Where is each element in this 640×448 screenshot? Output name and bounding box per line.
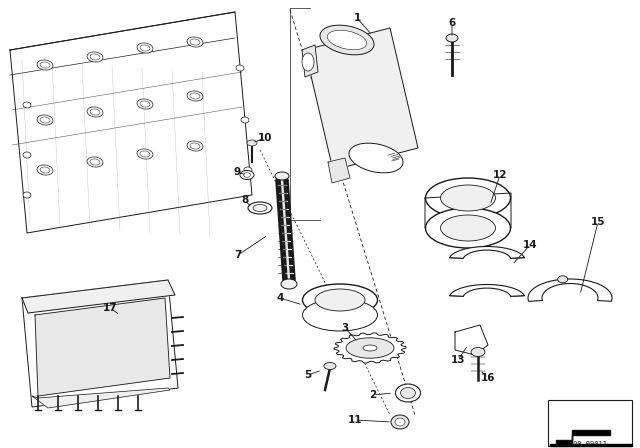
- Ellipse shape: [137, 149, 153, 159]
- Polygon shape: [334, 333, 406, 363]
- Ellipse shape: [23, 152, 31, 158]
- Polygon shape: [22, 280, 175, 313]
- Ellipse shape: [23, 102, 31, 108]
- Polygon shape: [550, 444, 632, 446]
- Ellipse shape: [557, 276, 568, 283]
- Polygon shape: [22, 280, 178, 407]
- Text: 11: 11: [348, 415, 362, 425]
- Ellipse shape: [327, 30, 367, 50]
- Ellipse shape: [315, 289, 365, 311]
- Polygon shape: [10, 12, 252, 233]
- Ellipse shape: [346, 338, 394, 358]
- Polygon shape: [449, 246, 524, 258]
- Ellipse shape: [324, 362, 336, 370]
- Text: 17: 17: [102, 303, 117, 313]
- Polygon shape: [425, 198, 455, 228]
- Polygon shape: [35, 298, 170, 396]
- Ellipse shape: [247, 140, 257, 146]
- Ellipse shape: [253, 204, 267, 211]
- Ellipse shape: [137, 43, 153, 53]
- Ellipse shape: [440, 185, 495, 211]
- Ellipse shape: [187, 91, 203, 101]
- Ellipse shape: [426, 208, 511, 248]
- Text: 8: 8: [241, 195, 248, 205]
- Ellipse shape: [137, 99, 153, 109]
- Ellipse shape: [396, 384, 420, 402]
- Ellipse shape: [401, 388, 415, 399]
- Ellipse shape: [363, 345, 377, 351]
- Text: 5: 5: [305, 370, 312, 380]
- Ellipse shape: [37, 115, 53, 125]
- Polygon shape: [455, 325, 488, 355]
- Ellipse shape: [320, 25, 374, 55]
- Ellipse shape: [37, 165, 53, 175]
- Text: 1: 1: [353, 13, 360, 23]
- Polygon shape: [481, 193, 511, 223]
- Text: 15: 15: [591, 217, 605, 227]
- Ellipse shape: [23, 192, 31, 198]
- Ellipse shape: [281, 279, 297, 289]
- Polygon shape: [425, 193, 511, 228]
- Polygon shape: [528, 279, 612, 302]
- Text: 16: 16: [481, 373, 495, 383]
- Ellipse shape: [187, 37, 203, 47]
- Ellipse shape: [87, 157, 103, 167]
- Ellipse shape: [87, 107, 103, 117]
- Text: 2: 2: [369, 390, 376, 400]
- Ellipse shape: [275, 172, 289, 180]
- Polygon shape: [556, 430, 610, 445]
- Ellipse shape: [302, 53, 314, 71]
- Text: 6: 6: [449, 18, 456, 28]
- Text: 14: 14: [523, 240, 538, 250]
- Polygon shape: [328, 158, 350, 183]
- Ellipse shape: [248, 202, 272, 214]
- Bar: [548, 400, 632, 446]
- Ellipse shape: [426, 178, 511, 218]
- Ellipse shape: [241, 117, 249, 123]
- Polygon shape: [32, 388, 170, 408]
- Text: 00 09011: 00 09011: [573, 441, 607, 447]
- Ellipse shape: [440, 215, 495, 241]
- Ellipse shape: [87, 52, 103, 62]
- Ellipse shape: [391, 415, 409, 429]
- Ellipse shape: [446, 34, 458, 42]
- Ellipse shape: [236, 65, 244, 71]
- Text: 3: 3: [341, 323, 349, 333]
- Text: 9: 9: [234, 167, 241, 177]
- Ellipse shape: [349, 143, 403, 173]
- Polygon shape: [278, 180, 293, 280]
- Ellipse shape: [240, 171, 254, 180]
- Ellipse shape: [37, 60, 53, 70]
- Ellipse shape: [395, 418, 405, 426]
- Ellipse shape: [471, 348, 485, 357]
- Ellipse shape: [303, 299, 378, 331]
- Polygon shape: [302, 45, 318, 77]
- Polygon shape: [305, 28, 418, 170]
- Ellipse shape: [303, 284, 378, 316]
- Ellipse shape: [187, 141, 203, 151]
- Text: 12: 12: [493, 170, 508, 180]
- Polygon shape: [449, 284, 524, 296]
- Ellipse shape: [244, 167, 252, 173]
- Text: 7: 7: [234, 250, 242, 260]
- Text: 10: 10: [258, 133, 272, 143]
- Text: 4: 4: [276, 293, 284, 303]
- Text: 13: 13: [451, 355, 465, 365]
